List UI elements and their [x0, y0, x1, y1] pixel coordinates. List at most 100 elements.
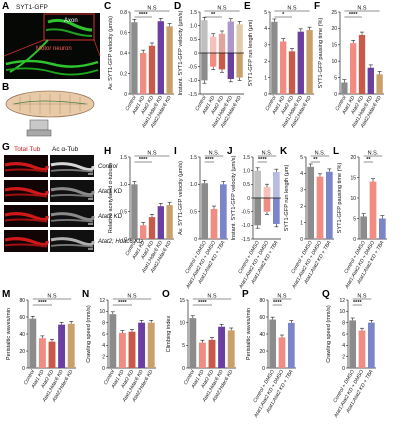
bar	[263, 187, 271, 198]
bar	[138, 322, 146, 368]
sig-stars: **	[366, 157, 371, 163]
inset-link-line	[93, 39, 101, 57]
bar	[157, 21, 164, 95]
panel-letter: M	[2, 289, 10, 300]
y-tick-label: 8	[102, 320, 105, 326]
bar	[227, 330, 235, 368]
y-axis-label: Crawling speed (mm/s)	[326, 305, 332, 363]
row-label: Atat2; Hdac6 KD	[97, 239, 143, 245]
bar	[350, 43, 357, 94]
bar	[218, 53, 226, 70]
chart-panel-i: IAv. SYT1-GFP velocity (μm/s)00.51.01.5C…	[174, 146, 228, 290]
y-tick-label: 60	[259, 315, 265, 321]
microscope-objective	[29, 119, 49, 131]
y-tick-label: 1.5	[190, 10, 197, 16]
y-tick-label: -0.5	[241, 209, 250, 215]
panel-letter: Q	[322, 289, 330, 300]
y-axis-label: Peristaltic waves/min	[6, 308, 12, 360]
y-tick-label: 6	[102, 332, 105, 338]
bar	[148, 217, 156, 239]
bar	[254, 170, 262, 198]
bar	[227, 53, 234, 79]
nerve-cord-drawing	[13, 100, 87, 105]
ac-tub-stain	[50, 237, 95, 247]
sig-stars: ****	[353, 300, 362, 306]
ns-label: N.S	[217, 6, 227, 12]
y-tick-label: 10	[339, 309, 345, 315]
y-tick-label: 5	[334, 75, 337, 81]
y-tick-label: 20	[259, 349, 265, 355]
bar	[349, 320, 357, 368]
sig-stars: ****	[38, 300, 47, 306]
total-tub-stain	[4, 187, 49, 197]
y-axis-label: SYT1-GFP pausing time (%)	[337, 162, 343, 233]
y-axis-label: Relative acetylated α-tubulin	[108, 163, 114, 233]
bar	[358, 330, 366, 368]
y-axis-label: Av. SYT1-GFP velocity (μm/s)	[108, 16, 114, 90]
bar	[269, 319, 277, 368]
row-label: Atat2 KD	[97, 214, 123, 220]
bar	[367, 67, 374, 94]
y-tick-label: 40	[259, 332, 265, 338]
total-tub-header: Total Tub	[14, 146, 41, 153]
panel-g-letter: G	[2, 142, 10, 153]
y-tick-label: -0.5	[188, 64, 197, 70]
total-tub-stain	[4, 168, 48, 173]
bar	[109, 314, 117, 368]
bar	[271, 21, 278, 95]
panel-letter: F	[314, 1, 320, 12]
y-axis-label: Climbing index	[166, 315, 172, 352]
y-tick-label: 0.4	[120, 51, 127, 57]
bar	[288, 51, 296, 94]
ns-label: N.S	[357, 6, 367, 12]
axon-zoom-shape	[5, 67, 99, 76]
sig-stars: **	[313, 157, 318, 163]
total-tub-stain	[4, 162, 49, 172]
bar	[166, 26, 173, 95]
bar	[358, 34, 366, 94]
y-tick-label: 0	[124, 92, 127, 98]
bar	[208, 339, 216, 368]
y-tick-label: -1.5	[241, 237, 250, 243]
panel-letter: J	[227, 146, 233, 157]
y-tick-label: 60	[19, 315, 25, 321]
panel-letter: N	[82, 289, 89, 300]
bar	[166, 205, 173, 239]
bar	[280, 41, 287, 94]
panel-letter: H	[104, 146, 111, 157]
bar	[201, 183, 209, 239]
y-tick-label: 6	[342, 332, 345, 338]
ns-label: N.S.	[368, 151, 379, 157]
y-tick-label: 25	[331, 10, 337, 16]
y-tick-label: 2	[342, 354, 345, 360]
ac-tub-stain	[50, 194, 94, 198]
y-tick-label: 0	[102, 366, 105, 372]
y-tick-label: 0.5	[190, 37, 197, 43]
y-tick-label: 8	[342, 320, 345, 326]
ac-tub-stain	[50, 187, 95, 197]
bar	[272, 172, 280, 198]
sig-stars: ****	[349, 12, 358, 18]
y-tick-label: 0	[194, 237, 197, 243]
ns-label: N.S	[287, 6, 297, 12]
bar	[325, 171, 333, 239]
bar	[369, 181, 377, 239]
axon-zoom-shape	[5, 59, 99, 68]
panel-a-letter: A	[2, 1, 9, 12]
panel-letter: D	[174, 1, 181, 12]
y-tick-label: 5	[353, 216, 356, 222]
y-tick-label: 1.0	[243, 168, 250, 174]
total-tub-stain	[4, 218, 48, 223]
chart-panel-c: C Av. SYT1-GFP velocity (μm/s) 0 0.2 0.4 0.6 0…	[104, 1, 174, 130]
y-tick-label: 15	[179, 298, 185, 304]
bar	[210, 53, 217, 67]
y-tick-label: 1.0	[190, 182, 197, 188]
y-axis-label: SYT1-GFP run length (μm)	[248, 19, 254, 86]
ac-tub-stain	[50, 219, 94, 223]
y-tick-label: 0	[262, 366, 265, 372]
total-tub-stain	[4, 212, 49, 222]
